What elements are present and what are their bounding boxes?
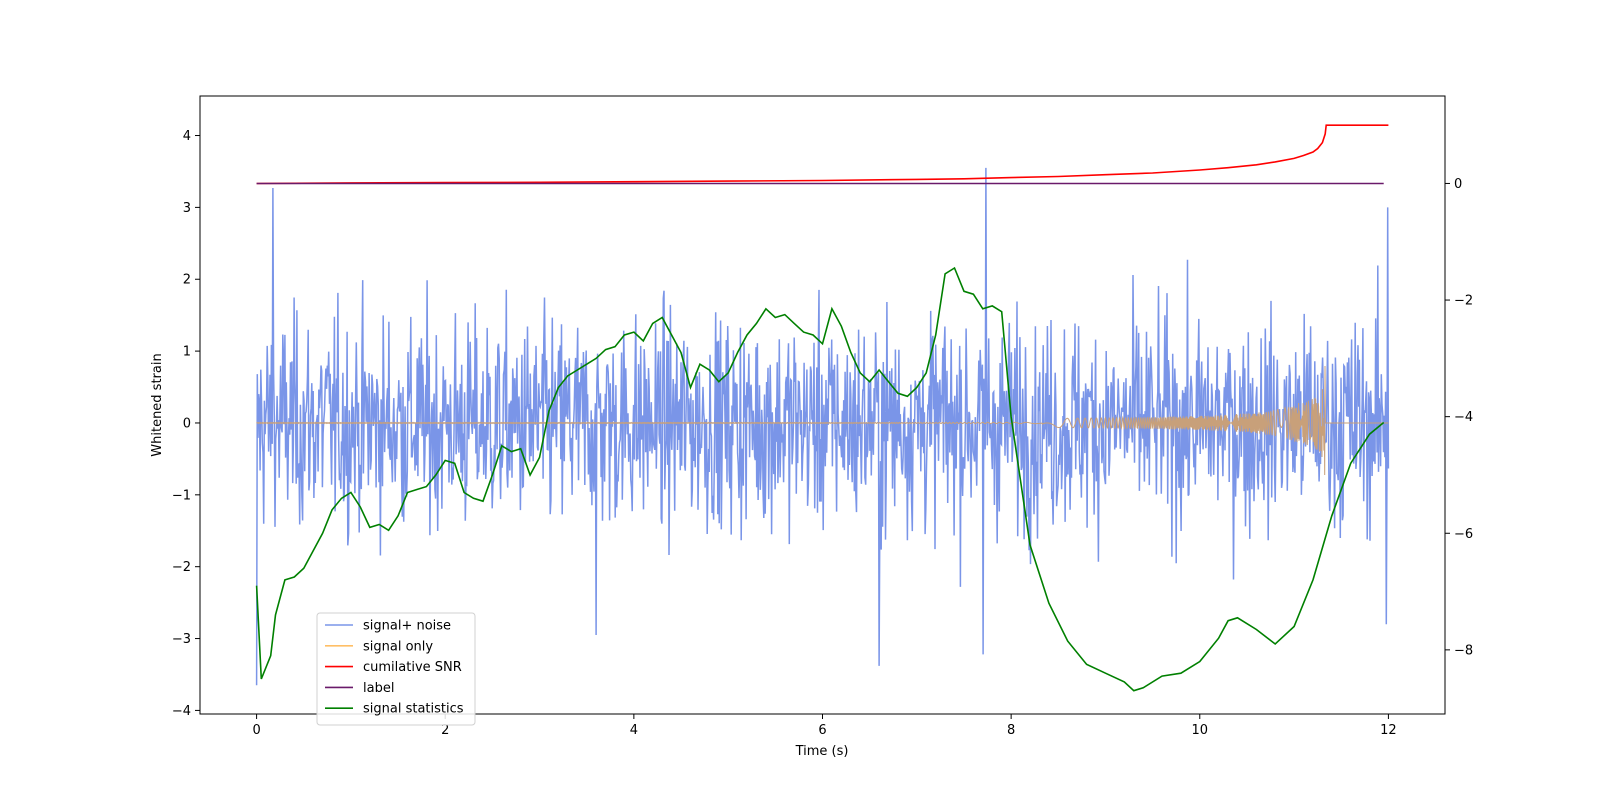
legend: signal+ noise signal only cumilative SNR la…	[316, 612, 476, 726]
y-axis-right: −8 −6 −4 −2 0	[1445, 177, 1473, 658]
legend-entry-label: cumilative SNR	[363, 660, 462, 675]
legend-box	[316, 612, 476, 726]
series-cumilative-snr-line	[256, 124, 1389, 185]
x-tick-label: 12	[1380, 723, 1397, 738]
y-tick-label: 2	[183, 273, 191, 288]
legend-entry-label: signal only	[363, 639, 433, 654]
y-tick-label: 4	[183, 129, 191, 144]
y-tick-label: −1	[172, 488, 191, 503]
y-tick-label: 0	[183, 416, 191, 431]
y-tick-label: −2	[172, 560, 191, 575]
x-tick-label: 6	[818, 723, 826, 738]
legend-entry-label: label	[363, 681, 394, 696]
x-tick-label: 8	[1007, 723, 1015, 738]
x-tick-label: 2	[441, 723, 449, 738]
y2-tick-label: −8	[1454, 643, 1473, 658]
y-tick-label: −3	[172, 632, 191, 647]
y2-tick-label: 0	[1454, 177, 1462, 192]
legend-entry-label: signal statistics	[363, 702, 464, 717]
series-signal-only-line	[256, 365, 1389, 476]
y2-tick-label: −2	[1454, 294, 1473, 309]
x-tick-label: 4	[630, 723, 638, 738]
x-tick-label: 0	[252, 723, 260, 738]
y-tick-label: 3	[183, 201, 191, 216]
y-axis-left: −4 −3 −2 −1 0 1 2 3 4	[172, 129, 200, 719]
y-tick-label: 1	[183, 345, 191, 360]
series-signal-statistics-line	[255, 266, 1385, 692]
y-tick-label: −4	[172, 704, 191, 719]
x-axis-label: Time (s)	[795, 744, 849, 759]
series-layer	[255, 124, 1390, 692]
y-axis-label: Whitened strain	[150, 353, 165, 456]
y2-tick-label: −4	[1454, 410, 1473, 425]
legend-entry-label: signal+ noise	[363, 619, 451, 634]
x-tick-label: 10	[1191, 723, 1208, 738]
y2-tick-label: −6	[1454, 527, 1473, 542]
